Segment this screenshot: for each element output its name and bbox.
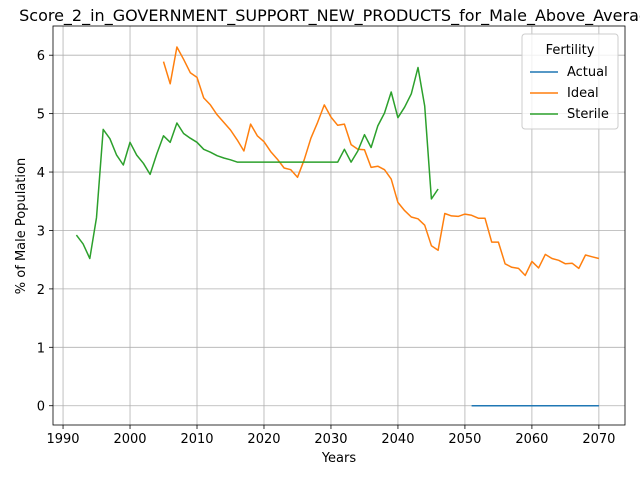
x-tick-label: 2010 <box>180 432 213 447</box>
x-axis-ticks: 1990 2000 2010 2020 2030 2040 2050 2060 2070 <box>46 425 615 447</box>
y-tick-label: 3 <box>37 224 45 239</box>
x-tick-label: 1990 <box>46 432 79 447</box>
plot-frame <box>52 25 626 426</box>
y-tick-label: 2 <box>37 283 45 298</box>
y-tick-label: 6 <box>37 49 45 64</box>
legend-box <box>521 33 619 130</box>
y-axis-ticks: 0 1 2 3 4 5 6 <box>37 49 53 415</box>
series-line-ideal <box>162 46 600 277</box>
x-tick-label: 2040 <box>381 432 414 447</box>
y-axis-label: % of Male Population <box>14 158 29 294</box>
x-tick-label: 2050 <box>448 432 481 447</box>
x-tick-label: 2000 <box>113 432 146 447</box>
y-tick-label: 4 <box>37 166 45 181</box>
x-tick-label: 2020 <box>247 432 280 447</box>
legend-label-actual: Actual <box>567 65 608 80</box>
series-lines <box>75 46 600 407</box>
x-axis-label: Years <box>321 451 357 466</box>
legend-title: Fertility <box>546 43 595 58</box>
y-tick-label: 5 <box>37 108 45 123</box>
y-tick-label: 0 <box>37 400 45 415</box>
x-tick-label: 2060 <box>515 432 548 447</box>
series-line-sterile <box>75 66 439 260</box>
x-tick-label: 2030 <box>314 432 347 447</box>
chart-title: Score_2_in_GOVERNMENT_SUPPORT_NEW_PRODUC… <box>19 6 640 26</box>
legend: Fertility Actual Ideal Sterile <box>521 33 619 130</box>
x-tick-label: 2070 <box>582 432 615 447</box>
legend-label-sterile: Sterile <box>567 107 609 122</box>
y-tick-label: 1 <box>37 341 45 356</box>
legend-label-ideal: Ideal <box>567 86 599 101</box>
